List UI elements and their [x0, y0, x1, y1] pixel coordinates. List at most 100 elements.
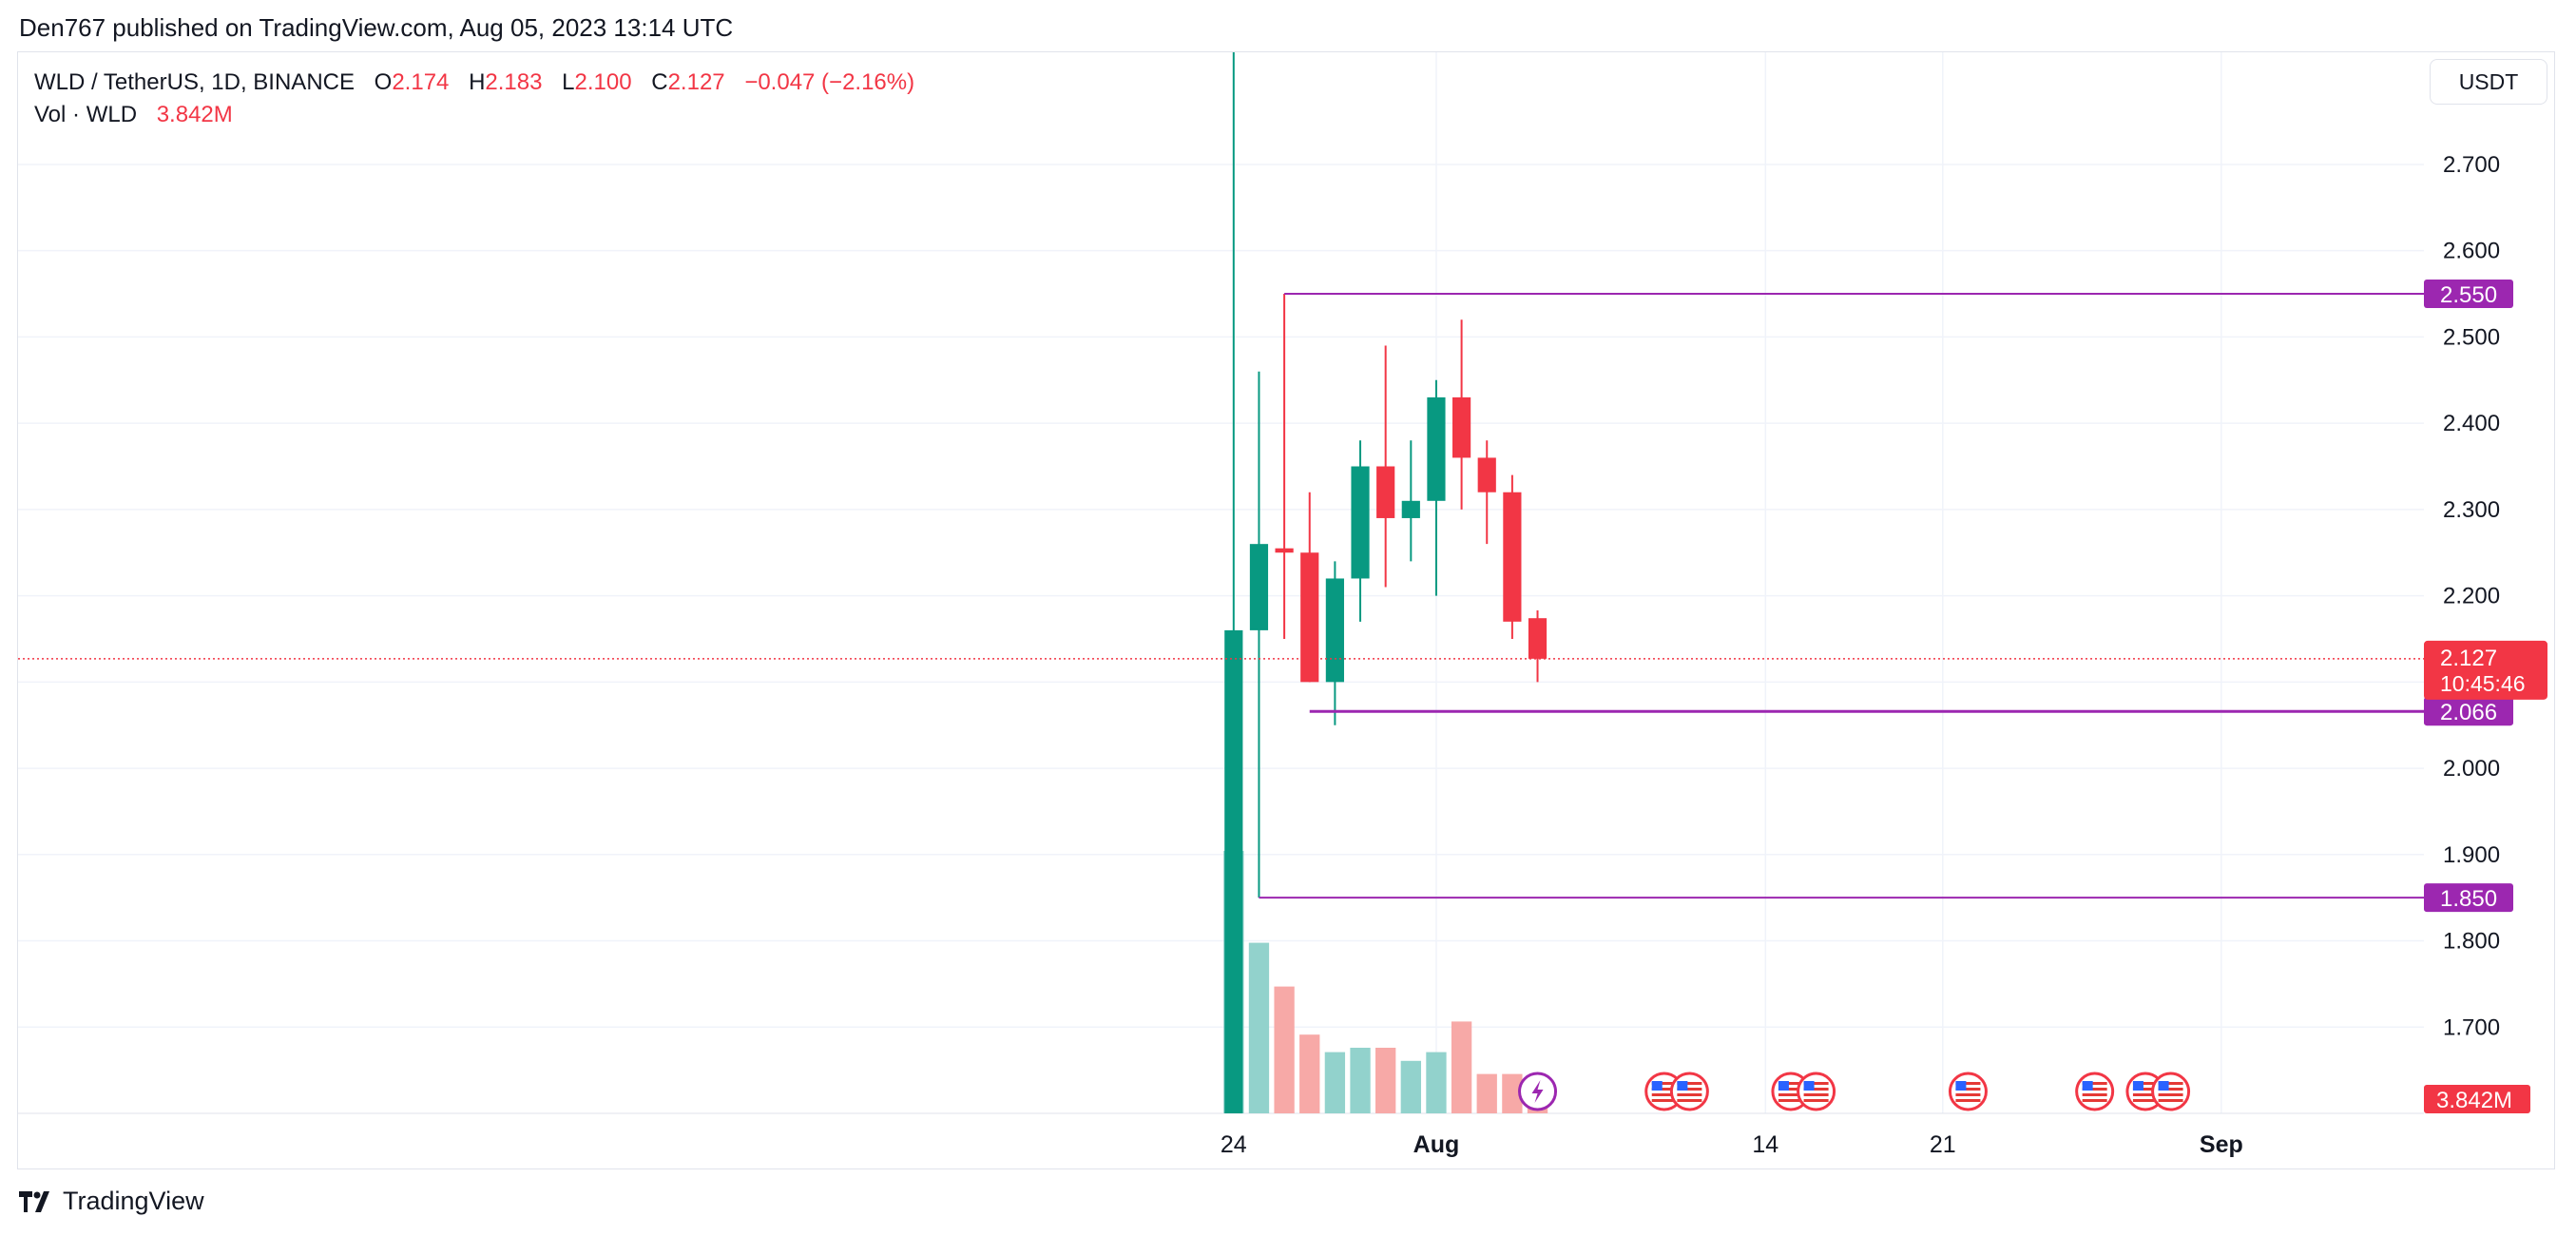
flag-canton	[1677, 1081, 1688, 1091]
flag-stripe	[1778, 1082, 1803, 1085]
x-tick-label: 24	[1221, 1131, 1247, 1158]
candle	[1351, 440, 1370, 622]
y-axis: 1.7001.8001.9002.0002.1002.2002.3002.400…	[2424, 152, 2547, 1113]
flag-stripe	[1803, 1099, 1829, 1102]
flag-stripe	[1677, 1099, 1702, 1102]
flag-stripe	[1803, 1093, 1829, 1096]
grid	[18, 52, 2424, 1114]
us-flag-event-icon[interactable]	[2151, 1072, 2191, 1111]
x-tick-label: 21	[1930, 1131, 1956, 1158]
currency-button[interactable]: USDT	[2430, 59, 2547, 105]
last-price-label: 2.127	[2440, 646, 2497, 671]
x-axis: 24 Aug 14 21 Sep	[1221, 1131, 2243, 1158]
y-tick-label: 2.000	[2443, 756, 2500, 782]
lightning-icon	[1531, 1080, 1544, 1103]
volume-badge-label: 3.842M	[2436, 1088, 2512, 1113]
volume-bar	[1324, 1052, 1346, 1113]
us-flag-event-icon[interactable]	[1669, 1072, 1709, 1111]
flag-stripe	[2158, 1082, 2183, 1085]
flag-stripe	[1778, 1088, 1803, 1091]
volume-bar	[1451, 1021, 1472, 1113]
level-badge	[2424, 697, 2513, 726]
candle	[1528, 610, 1548, 683]
level-badge-label: 2.550	[2440, 282, 2497, 308]
legend-high-label: H	[469, 69, 486, 95]
flag-canton	[2082, 1081, 2093, 1091]
candle	[1376, 345, 1395, 588]
flag-stripe	[1651, 1099, 1677, 1102]
y-tick-label: 2.700	[2443, 152, 2500, 178]
candle	[1249, 371, 1269, 898]
candle-body	[1275, 548, 1294, 553]
flag-stripe	[2132, 1082, 2158, 1085]
flag-ring	[1797, 1072, 1836, 1111]
y-tick-label: 2.300	[2443, 497, 2500, 523]
chart-frame[interactable]	[17, 51, 2555, 1169]
candle	[1300, 492, 1319, 683]
candle-body	[1503, 492, 1522, 622]
flag-stripe	[1955, 1093, 1981, 1096]
legend-open-value: 2.174	[392, 69, 450, 95]
y-tick-label: 1.900	[2443, 842, 2500, 868]
x-tick-label: 14	[1752, 1131, 1778, 1158]
legend-close-label: C	[651, 69, 668, 95]
flag-stripe	[2082, 1088, 2107, 1091]
flag-stripe	[1651, 1088, 1677, 1091]
crypto-event-icon[interactable]	[1518, 1072, 1558, 1111]
event-markers	[1518, 1072, 2191, 1111]
legend-symbol[interactable]: WLD / TetherUS, 1D, BINANCE	[34, 69, 355, 95]
flag-stripe	[1803, 1088, 1829, 1091]
candle-body	[1325, 578, 1344, 683]
level-badge	[2424, 280, 2513, 309]
legend-ohlc-row: WLD / TetherUS, 1D, BINANCE O2.174 H2.18…	[34, 67, 914, 99]
us-flag-event-icon[interactable]	[1948, 1072, 1988, 1111]
flag-canton	[1955, 1081, 1967, 1091]
volume-bar	[1248, 942, 1270, 1113]
candle-body	[1300, 552, 1319, 683]
candles	[1224, 52, 1548, 1113]
legend-volume-value: 3.842M	[156, 102, 233, 127]
y-tick-label: 2.200	[2443, 584, 2500, 609]
y-tick-label: 1.800	[2443, 929, 2500, 955]
candle-body	[1427, 396, 1446, 501]
flag-ring	[1669, 1072, 1709, 1111]
flag-stripe	[1677, 1093, 1702, 1096]
candle-body	[1224, 629, 1243, 1113]
flag-stripe	[1778, 1093, 1803, 1096]
publisher-line: Den767 published on TradingView.com, Aug…	[19, 13, 734, 42]
level-badge	[2424, 883, 2513, 913]
x-tick-label: Sep	[2200, 1131, 2243, 1158]
tradingview-logo-icon[interactable]	[19, 1190, 53, 1212]
countdown-label: 10:45:46	[2440, 671, 2526, 696]
candle-body	[1477, 457, 1496, 492]
legend-close-value: 2.127	[667, 69, 725, 95]
us-flag-event-icon[interactable]	[2075, 1072, 2115, 1111]
us-flag-event-icon[interactable]	[1797, 1072, 1836, 1111]
candle	[1325, 561, 1344, 725]
volume-bar	[1502, 1073, 1523, 1113]
level-badge-label: 2.066	[2440, 700, 2497, 725]
flag-canton	[1803, 1081, 1815, 1091]
flag-stripe	[2158, 1093, 2183, 1096]
y-tick-label: 2.600	[2443, 239, 2500, 264]
candle	[1224, 52, 1243, 1113]
x-tick-label: Aug	[1413, 1131, 1460, 1158]
level-lines	[1259, 293, 2424, 899]
flag-stripe	[2082, 1093, 2107, 1096]
candle	[1275, 294, 1294, 639]
flag-ring	[2151, 1072, 2191, 1111]
last-price-badge	[2424, 640, 2547, 700]
flag-canton	[1778, 1081, 1789, 1091]
candle-body	[1249, 544, 1269, 630]
volume-badge	[2424, 1085, 2530, 1113]
footer-brand[interactable]: TradingView	[63, 1187, 204, 1215]
flag-stripe	[2082, 1082, 2107, 1085]
candle	[1427, 379, 1446, 596]
flag-stripe	[1955, 1099, 1981, 1102]
flag-ring	[2075, 1072, 2115, 1111]
y-tick-label: 2.500	[2443, 324, 2500, 350]
candle-body	[1351, 466, 1370, 579]
legend-volume-label[interactable]: Vol · WLD	[34, 102, 138, 127]
candle-body	[1401, 500, 1420, 518]
